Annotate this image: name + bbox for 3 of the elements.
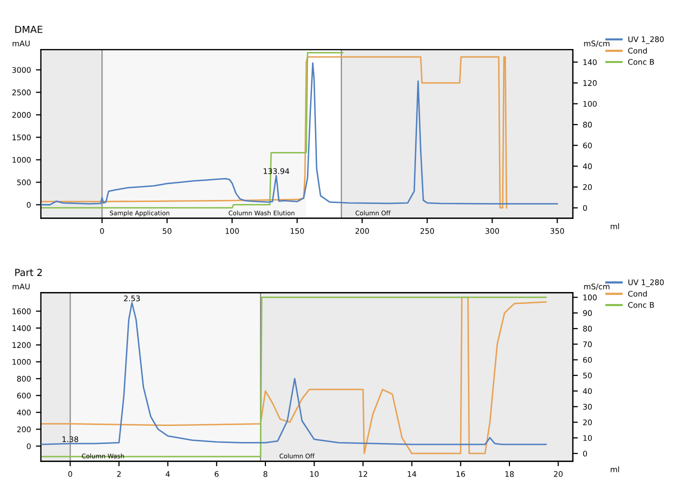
chart-title: DMAE (15, 26, 42, 33)
chart-title: Part 2 (15, 268, 42, 276)
line-series (40, 52, 344, 209)
